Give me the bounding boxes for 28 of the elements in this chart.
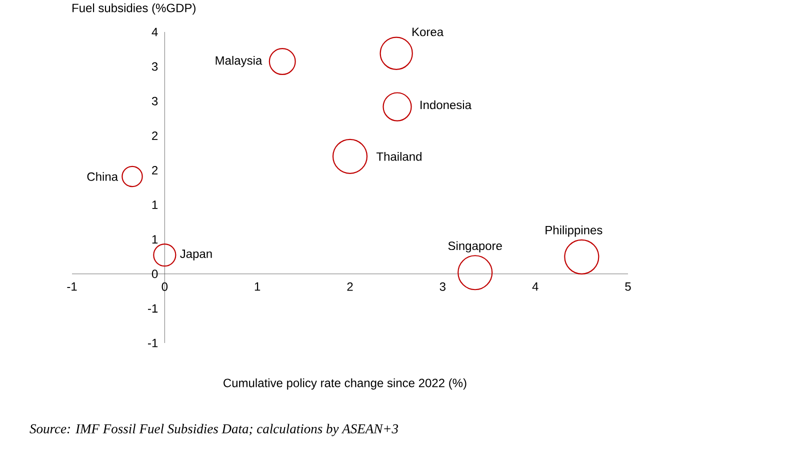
x-tick-label: 1: [254, 282, 260, 291]
y-tick-label: 2: [152, 166, 158, 174]
annotation: Philippines: [546, 226, 602, 237]
x-axis-title: Cumulative policy rate change since 2022 (%): [224, 378, 466, 390]
y-axis-title: Fuel subsidies (%GDP): [72, 3, 196, 15]
annotation: Thailand: [376, 152, 422, 161]
annotation: Malaysia: [216, 56, 262, 68]
annotation: Korea: [412, 28, 444, 36]
x-tick-label: 0: [162, 282, 168, 291]
x-tick-label: 3: [440, 282, 446, 291]
x-tick-label: 2: [347, 282, 353, 291]
x-tick-label: 5: [625, 282, 631, 291]
y-tick-label: 1: [152, 235, 158, 244]
annotation: Japan: [180, 250, 212, 260]
y-tick-label: 2: [152, 131, 158, 140]
y-tick-label: -1: [148, 338, 158, 348]
y-tick-label: 3: [152, 96, 158, 106]
annotation: Singapore: [448, 241, 502, 252]
source-note: Source: IMF Fossil Fuel Subsidies Data; calculations by ASEAN+3: [30, 424, 398, 436]
y-tick-label: 4: [152, 28, 158, 36]
y-tick-label: -1: [148, 304, 158, 313]
annotation: Indonesia: [420, 100, 472, 110]
x-tick-label: -1: [67, 282, 77, 291]
y-tick-label: 1: [152, 200, 158, 209]
y-tick-label: 0: [152, 270, 158, 278]
y-tick-label: 3: [152, 62, 158, 71]
annotation: China: [87, 172, 118, 181]
x-tick-label: 4: [532, 282, 538, 291]
